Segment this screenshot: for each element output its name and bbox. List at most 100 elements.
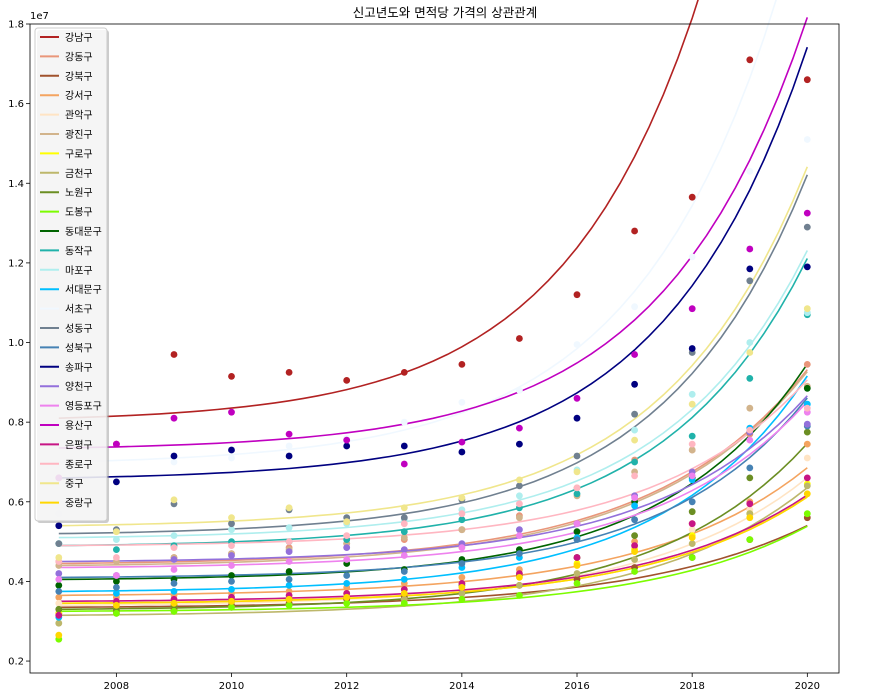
data-point: [343, 436, 351, 444]
data-point: [631, 472, 638, 480]
y-tick-label: 1.0: [8, 338, 24, 349]
data-point: [516, 550, 523, 557]
data-point: [228, 578, 235, 585]
data-point: [170, 496, 178, 504]
data-point: [228, 552, 235, 559]
data-point: [803, 420, 811, 428]
data-point: [113, 601, 120, 609]
data-point: [688, 508, 696, 516]
data-point: [746, 277, 754, 285]
data-point: [400, 568, 408, 575]
data-point: [458, 516, 466, 524]
data-point: [688, 498, 696, 506]
data-point: [458, 398, 466, 406]
data-point: [170, 532, 178, 539]
data-point: [400, 442, 408, 450]
data-point: [688, 540, 696, 547]
trend-line: [58, 524, 808, 609]
legend-label: 중구: [65, 478, 83, 490]
data-point: [170, 556, 178, 563]
data-point: [573, 536, 581, 543]
data-point: [516, 592, 523, 599]
data-point: [113, 572, 120, 579]
data-point: [170, 599, 178, 607]
data-point: [803, 384, 811, 392]
legend-label: 광진구: [65, 129, 93, 141]
data-point: [285, 504, 293, 512]
data-point: [55, 570, 63, 577]
legend-label: 강동구: [65, 51, 93, 63]
data-point: [803, 223, 811, 231]
x-tick-label: 2008: [104, 681, 129, 692]
legend-label: 영등포구: [65, 401, 102, 413]
data-point: [400, 528, 408, 536]
legend-label: 노원구: [65, 187, 93, 199]
data-point: [631, 502, 638, 510]
data-point: [631, 351, 638, 358]
data-point: [55, 631, 63, 639]
plot-frame: [29, 23, 840, 674]
data-point: [458, 560, 466, 567]
trend-line: [58, 496, 808, 605]
x-tick-label: 2010: [219, 681, 244, 692]
trend-line: [58, 166, 809, 527]
data-point: [516, 532, 523, 539]
data-point: [228, 373, 235, 380]
legend-label: 서대문구: [65, 284, 102, 296]
trend-line: [58, 525, 808, 613]
data-point: [285, 595, 293, 603]
data-point: [688, 253, 696, 261]
data-point: [573, 490, 581, 498]
data-point: [55, 540, 63, 547]
data-point: [803, 263, 811, 271]
y-tick-label: 1.8: [8, 20, 24, 31]
data-point: [458, 510, 466, 518]
data-point: [803, 136, 811, 143]
data-point: [631, 436, 638, 444]
data-point: [343, 593, 351, 601]
legend-label: 강서구: [65, 90, 93, 102]
y-tick-label: 1.2: [8, 258, 24, 269]
data-point: [803, 482, 811, 490]
data-point: [285, 452, 293, 460]
data-point: [55, 593, 63, 601]
data-point: [285, 576, 293, 583]
data-point: [113, 546, 120, 553]
y-tick-label: 0.4: [8, 577, 24, 588]
data-point: [55, 522, 63, 530]
data-point: [573, 570, 581, 577]
data-point: [113, 584, 120, 591]
x-tick-label: 2012: [334, 681, 359, 692]
data-point: [746, 265, 754, 273]
data-point: [688, 534, 696, 541]
x-tick-label: 2018: [679, 681, 704, 692]
data-point: [400, 369, 408, 376]
data-point: [285, 548, 293, 555]
data-point: [688, 520, 696, 528]
data-point: [631, 542, 638, 549]
legend: 강남구강동구강북구강서구관악구광진구구로구금천구노원구도봉구동대문구동작구마포구…: [34, 27, 109, 523]
data-point: [55, 599, 63, 607]
data-point: [573, 520, 581, 528]
data-point: [803, 510, 811, 518]
trend-line: [58, 17, 809, 449]
data-point: [631, 380, 638, 388]
data-point: [400, 599, 408, 607]
trend-line: [58, 0, 699, 419]
data-point: [516, 335, 523, 342]
trend-line: [58, 494, 808, 603]
data-point: [285, 524, 293, 532]
data-point: [285, 601, 293, 609]
data-point: [631, 303, 638, 311]
data-point: [803, 76, 811, 84]
data-point: [228, 526, 235, 534]
data-point: [228, 572, 235, 579]
data-point: [170, 580, 178, 587]
data-point: [170, 566, 178, 573]
data-point: [343, 599, 351, 607]
legend-label: 강남구: [65, 32, 93, 44]
data-point: [343, 556, 351, 563]
data-point: [400, 460, 408, 468]
data-point: [746, 436, 754, 444]
legend-label: 동작구: [65, 245, 93, 257]
